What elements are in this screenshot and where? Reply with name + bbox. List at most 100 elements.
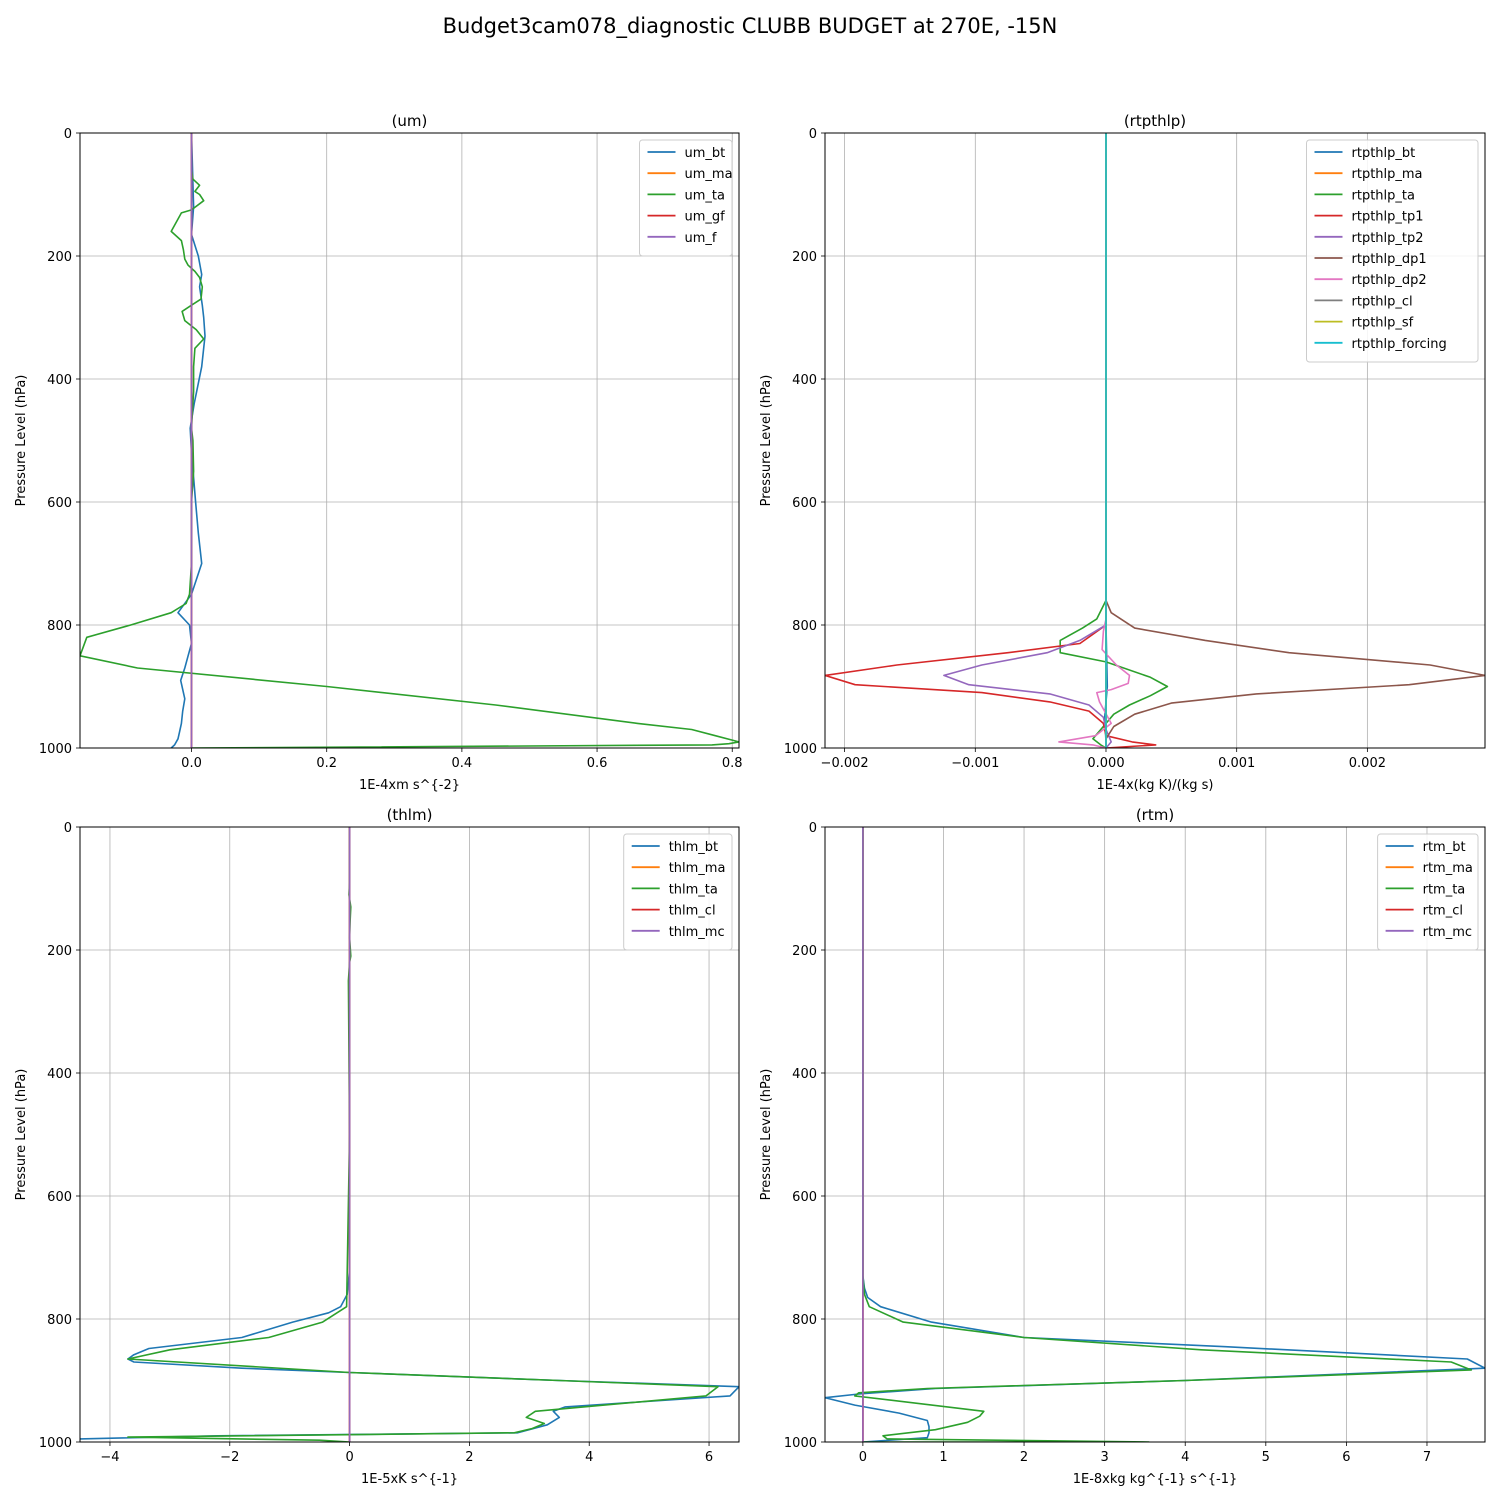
- legend-entry-rtm_ma: rtm_ma: [1423, 861, 1473, 876]
- series-group: [825, 827, 1485, 1442]
- y-tick-label: 600: [792, 1190, 817, 1205]
- legend-entry-rtm_ta: rtm_ta: [1423, 882, 1466, 897]
- legend-entry-um_bt: um_bt: [685, 146, 726, 161]
- x-tick-label: 3: [1100, 1450, 1108, 1465]
- panel-title: (thlm): [387, 806, 433, 824]
- y-axis-label: Pressure Level (hPa): [759, 375, 774, 507]
- x-tick-label: 7: [1423, 1450, 1431, 1465]
- panel-0: 0.0 0.2 0.4 0.6 0.8 0 200 400 600 800 1000 (um) 1E-4…: [14, 112, 743, 793]
- y-tick-label: 0: [809, 127, 817, 142]
- legend: rtpthlp_bt rtpthlp_ma rtpthlp_ta rtpthlp_tp…: [1306, 139, 1479, 363]
- x-tick-label: −2: [220, 1450, 239, 1465]
- series-group: [80, 133, 739, 748]
- panel-1: −0.002 −0.001 0.000 0.001 0.002 0 200 400 600 800…: [759, 112, 1486, 793]
- x-axis-label: 1E-4xm s^{-2}: [359, 778, 460, 793]
- x-tick-label: 0.4: [452, 756, 473, 771]
- y-tick-label: 600: [792, 496, 817, 511]
- y-tick-label: 0: [809, 821, 817, 836]
- legend-entry-thlm_ta: thlm_ta: [669, 882, 718, 897]
- legend-entry-um_f: um_f: [685, 231, 717, 246]
- plot-frame: [824, 132, 1486, 749]
- y-tick-label: 800: [792, 619, 817, 634]
- series-line-um_bt: [170, 133, 206, 748]
- y-tick-label: 800: [792, 1313, 817, 1328]
- legend-box: [1306, 139, 1479, 363]
- series-line-um_ta: [80, 133, 739, 748]
- legend-entry-thlm_bt: thlm_bt: [669, 840, 718, 855]
- x-tick-label: 0.6: [587, 756, 608, 771]
- x-tick-label: 0.001: [1218, 756, 1255, 771]
- legend-entry-rtpthlp_forcing: rtpthlp_forcing: [1352, 337, 1447, 352]
- y-tick-label: 200: [792, 250, 817, 265]
- series-group: [80, 827, 739, 1442]
- x-tick-label: 6: [705, 1450, 713, 1465]
- y-tick-label: 200: [47, 944, 72, 959]
- x-tick-label: −0.001: [951, 756, 999, 771]
- x-tick-label: 2: [465, 1450, 473, 1465]
- legend-entry-um_ta: um_ta: [685, 188, 725, 203]
- y-tick-label: 1000: [39, 1436, 72, 1451]
- legend-entry-rtm_mc: rtm_mc: [1423, 925, 1472, 940]
- y-tick-label: 600: [47, 1190, 72, 1205]
- y-tick-label: 1000: [784, 1436, 817, 1451]
- figure-title: Budget3cam078_diagnostic CLUBB BUDGET at…: [442, 14, 1058, 38]
- series-line-rtm_ta: [853, 827, 1473, 1442]
- legend: thlm_bt thlm_ma thlm_ta thlm_cl thlm_mc: [623, 833, 733, 951]
- panel-title: (rtpthlp): [1124, 112, 1186, 130]
- legend-entry-rtpthlp_sf: rtpthlp_sf: [1352, 316, 1414, 331]
- legend: rtm_bt rtm_ma rtm_ta rtm_cl rtm_mc: [1377, 833, 1479, 951]
- x-tick-label: −4: [100, 1450, 119, 1465]
- panel-title: (um): [392, 112, 428, 130]
- x-tick-label: 1: [939, 1450, 947, 1465]
- y-tick-label: 1000: [784, 742, 817, 757]
- legend-entry-rtm_cl: rtm_cl: [1423, 904, 1463, 919]
- panel-3: 0 1 2 3 4 5 6 7 0 200 400 600 800 1000 (rtm) 1E-8xkg kg…: [759, 806, 1486, 1487]
- legend-entry-thlm_mc: thlm_mc: [669, 925, 725, 940]
- y-tick-label: 0: [64, 821, 72, 836]
- plot-frame: [79, 132, 740, 749]
- legend-box: [639, 139, 733, 257]
- legend-box: [1377, 833, 1479, 951]
- x-tick-label: 0.002: [1349, 756, 1386, 771]
- x-tick-label: 2: [1020, 1450, 1028, 1465]
- x-tick-label: 6: [1342, 1450, 1350, 1465]
- y-tick-label: 200: [792, 944, 817, 959]
- legend-entry-um_gf: um_gf: [685, 210, 726, 225]
- y-axis-label: Pressure Level (hPa): [759, 1069, 774, 1201]
- x-tick-label: 0.8: [722, 756, 743, 771]
- series-line-rtpthlp_dp2: [1058, 133, 1131, 748]
- y-tick-label: 800: [47, 1313, 72, 1328]
- y-tick-label: 200: [47, 250, 72, 265]
- legend-entry-thlm_cl: thlm_cl: [669, 904, 716, 919]
- x-tick-label: 4: [1181, 1450, 1189, 1465]
- legend-entry-rtpthlp_dp2: rtpthlp_dp2: [1352, 273, 1427, 288]
- plot-frame: [824, 826, 1486, 1443]
- x-tick-label: 0.000: [1087, 756, 1124, 771]
- x-tick-label: 0.0: [181, 756, 202, 771]
- legend-entry-rtpthlp_ta: rtpthlp_ta: [1352, 188, 1415, 203]
- plot-frame: [79, 826, 740, 1443]
- y-tick-label: 400: [792, 1067, 817, 1082]
- y-axis-label: Pressure Level (hPa): [14, 375, 29, 507]
- series-group: [825, 133, 1485, 748]
- legend-box: [623, 833, 733, 951]
- legend-entry-thlm_ma: thlm_ma: [669, 861, 726, 876]
- y-tick-label: 400: [792, 373, 817, 388]
- y-tick-label: 400: [47, 1067, 72, 1082]
- x-tick-label: 0.2: [316, 756, 337, 771]
- series-line-rtpthlp_ta: [1059, 133, 1169, 748]
- y-tick-label: 0: [64, 127, 72, 142]
- legend-entry-rtpthlp_bt: rtpthlp_bt: [1352, 146, 1416, 161]
- x-tick-label: 4: [585, 1450, 593, 1465]
- legend-entry-rtm_bt: rtm_bt: [1423, 840, 1466, 855]
- legend-entry-um_ma: um_ma: [685, 167, 733, 182]
- legend: um_bt um_ma um_ta um_gf um_f: [639, 139, 733, 257]
- legend-entry-rtpthlp_tp2: rtpthlp_tp2: [1352, 231, 1424, 246]
- x-axis-label: 1E-4x(kg K)/(kg s): [1097, 778, 1214, 793]
- legend-entry-rtpthlp_dp1: rtpthlp_dp1: [1352, 252, 1427, 267]
- legend-entry-rtpthlp_ma: rtpthlp_ma: [1352, 167, 1423, 182]
- legend-entry-rtpthlp_tp1: rtpthlp_tp1: [1352, 210, 1424, 225]
- series-line-rtpthlp_tp2: [943, 133, 1112, 748]
- legend-entry-rtpthlp_cl: rtpthlp_cl: [1352, 294, 1413, 309]
